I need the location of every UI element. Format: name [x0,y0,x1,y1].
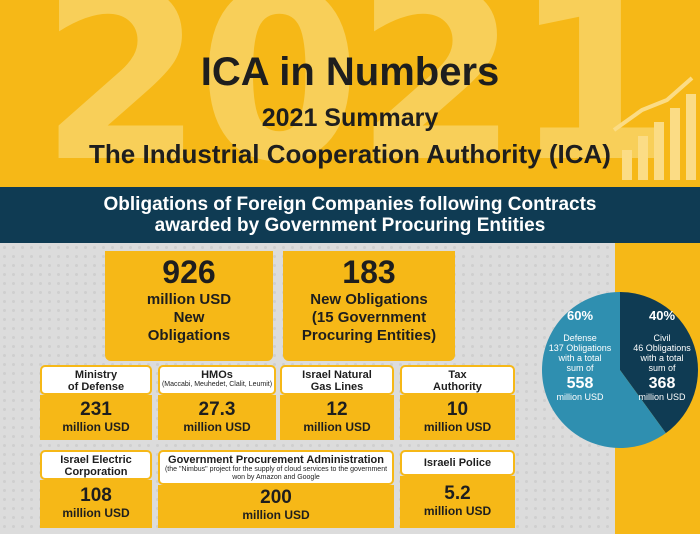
pie-pct-defense: 60% [567,308,593,323]
total-obligations-line-3: Procuring Entities) [301,327,437,344]
pie-unit-civil: million USD [638,392,686,402]
pie-pct-civil: 40% [649,308,675,323]
organization-name: The Industrial Cooperation Authority (IC… [89,139,611,169]
entity-value-tax-authority: 10 million USD [400,395,515,440]
section-banner: Obligations of Foreign Companies followi… [0,187,700,243]
header: 2021 ICA in Numbers 2021 Summary The Ind… [0,0,700,187]
entity-label-police: Israeli Police [400,450,515,476]
pie-slice-civil [620,292,698,434]
pie-text-defense: with a total [557,353,601,363]
entity-value-gas-lines: 12 million USD [280,395,394,440]
entity-value-hmos: 27.3 million USD [158,395,276,440]
entity-label-gas-lines: Israel Natural Gas Lines [280,365,394,395]
page-subtitle: 2021 Summary [261,104,439,132]
entity-value-procurement: 200 million USD [158,485,394,528]
pie-unit-defense: million USD [556,392,604,402]
total-amount-box: 926 million USD New Obligations [105,251,273,361]
entity-label-tax-authority: Tax Authority [400,365,515,395]
pie-text2-defense: sum of [566,363,594,373]
entity-value-defense: 231 million USD [40,395,152,440]
total-obligations-line-2: (15 Government [311,309,427,326]
banner-line-2: awarded by Government Procuring Entities [154,215,546,236]
page-title: ICA in Numbers [200,50,500,94]
growth-arrow-icon [612,76,696,180]
entity-value-police: 5.2 million USD [400,476,515,528]
pie-slice-defense [542,292,666,448]
total-amount-line-2: New [173,309,205,326]
total-obligations-box: 183 New Obligations (15 Government Procu… [283,251,455,361]
pie-amount-defense: 558 [567,375,594,392]
pie-amount-civil: 368 [649,375,676,392]
entity-label-electric: Israel Electric Corporation [40,450,152,480]
total-amount-line-1: million USD [146,291,232,308]
entity-value-electric: 108 million USD [40,480,152,528]
pie-count-defense: 137 Obligations [549,343,612,353]
pie-text-civil: with a total [639,353,683,363]
entity-label-defense: Ministry of Defense [40,365,152,395]
total-obligations-line-1: New Obligations [310,291,428,308]
pie-count-civil: 46 Obligations [633,343,691,353]
banner-line-1: Obligations of Foreign Companies followi… [103,194,597,215]
total-amount-value: 926 [162,254,216,290]
total-amount-line-3: Obligations [147,327,231,344]
pie-label-defense: Defense [563,333,597,343]
pie-text2-civil: sum of [648,363,676,373]
entity-label-procurement: Government Procurement Administration (t… [158,450,394,485]
pie-label-civil: Civil [654,333,671,343]
total-obligations-value: 183 [342,254,396,290]
entity-label-hmos: HMOs (Maccabi, Meuhedet, Clalit, Leumit) [158,365,276,395]
background-year: 2021 [40,0,676,187]
